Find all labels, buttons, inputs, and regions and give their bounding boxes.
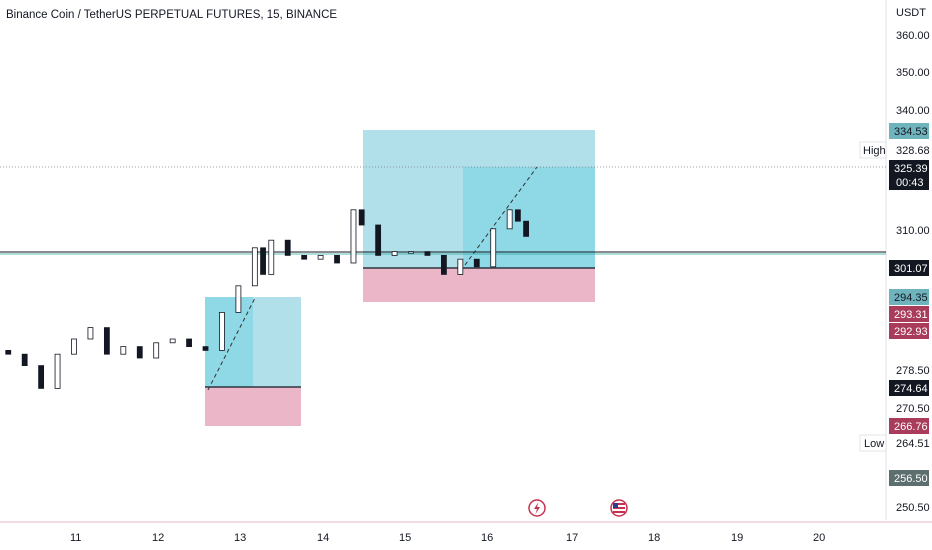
time-label: 17 (566, 532, 578, 544)
candle-body (120, 346, 127, 355)
candle-body (21, 353, 28, 367)
time-label: 16 (481, 532, 493, 544)
candle-body (358, 209, 365, 226)
candle-body (260, 247, 266, 275)
us-flag-icon[interactable] (610, 499, 628, 517)
candle-body (440, 254, 447, 275)
candle-body (153, 342, 160, 359)
tag-target-top-value: 334.53 (894, 126, 928, 138)
candle-body (514, 209, 521, 222)
tag-low: Low 264.51 (859, 434, 930, 452)
candle-body (202, 346, 209, 351)
tag-low-value: 264.51 (896, 438, 930, 450)
tag-292-value: 292.93 (894, 326, 928, 338)
tag-266-value: 266.76 (894, 421, 928, 433)
position-2-loss-zone[interactable] (363, 268, 595, 302)
candle-body (317, 254, 324, 260)
tag-266: 266.76 (889, 418, 929, 434)
candle-body (54, 353, 61, 389)
price-tick: 360.00 (896, 30, 930, 42)
tag-horizontal-level-value: 301.07 (894, 263, 928, 275)
tag-292: 292.93 (889, 323, 929, 339)
candle-body (186, 338, 192, 347)
tag-293: 293.31 (889, 306, 929, 322)
candle-body (375, 224, 382, 256)
time-label: 18 (648, 532, 660, 544)
countdown-value: 00:43 (896, 177, 924, 189)
candle-body (490, 228, 497, 268)
candle-body (87, 327, 94, 340)
tag-high-value: 328.68 (896, 145, 930, 157)
candle-body (523, 220, 529, 237)
price-tick: 340.00 (896, 105, 930, 117)
candlestick-series (5, 209, 529, 389)
time-label: 15 (399, 532, 411, 544)
candle-body (301, 254, 308, 260)
candle-body (284, 239, 291, 256)
position-1-path-line (207, 297, 256, 391)
tag-high-label: High (863, 145, 886, 157)
candle-body (71, 338, 77, 355)
price-axis-currency: USDT (896, 7, 926, 19)
time-label: 12 (152, 532, 164, 544)
price-tick: 350.00 (896, 67, 930, 79)
candle-body (103, 327, 110, 355)
lightning-icon[interactable] (528, 499, 546, 517)
candle-body (219, 311, 225, 351)
tag-last-price: 325.39 00:43 (889, 160, 929, 190)
candle-body (169, 338, 176, 344)
candle-body (350, 209, 357, 264)
tag-256: 256.50 (889, 470, 929, 486)
candle-body (268, 239, 275, 275)
time-label: 13 (234, 532, 246, 544)
tag-256-value: 256.50 (894, 473, 928, 485)
candle-body (334, 254, 340, 264)
time-label: 20 (813, 532, 825, 544)
tag-274: 274.64 (889, 380, 929, 396)
position-1-loss-zone[interactable] (205, 387, 301, 426)
tag-294: 294.35 (889, 289, 929, 305)
time-label: 14 (317, 532, 329, 544)
chart-title: Binance Coin / TetherUS PERPETUAL FUTURE… (6, 9, 338, 21)
tag-high: High 328.68 (859, 141, 930, 159)
candle-body (457, 258, 464, 275)
price-tick: 250.50 (896, 502, 930, 514)
tag-274-value: 274.64 (894, 383, 928, 395)
candle-body (136, 346, 143, 359)
candle-body (473, 258, 480, 268)
candle-body (408, 251, 414, 254)
tag-horizontal-level: 301.07 (889, 260, 929, 276)
candle-body (235, 285, 242, 313)
time-label: 19 (731, 532, 743, 544)
last-price-value: 325.39 (894, 163, 928, 175)
tag-target-top: 334.53 (889, 123, 929, 139)
time-label: 11 (70, 532, 81, 544)
candle-body (38, 365, 45, 389)
candle-body (5, 349, 12, 355)
position-2-profit-zone-active (463, 167, 595, 268)
position-1-profit-zone-active (205, 297, 253, 387)
candle-body (251, 247, 258, 287)
tag-293-value: 293.31 (894, 309, 928, 321)
price-tick: 310.00 (896, 225, 930, 237)
candle-body (391, 251, 398, 256)
price-tick: 270.50 (896, 403, 930, 415)
price-tick: 278.50 (896, 365, 930, 377)
position-2-path-line (464, 166, 538, 266)
candle-body (506, 209, 513, 230)
candle-body (424, 251, 431, 256)
tag-294-value: 294.35 (894, 292, 928, 304)
tag-low-label: Low (864, 438, 884, 450)
